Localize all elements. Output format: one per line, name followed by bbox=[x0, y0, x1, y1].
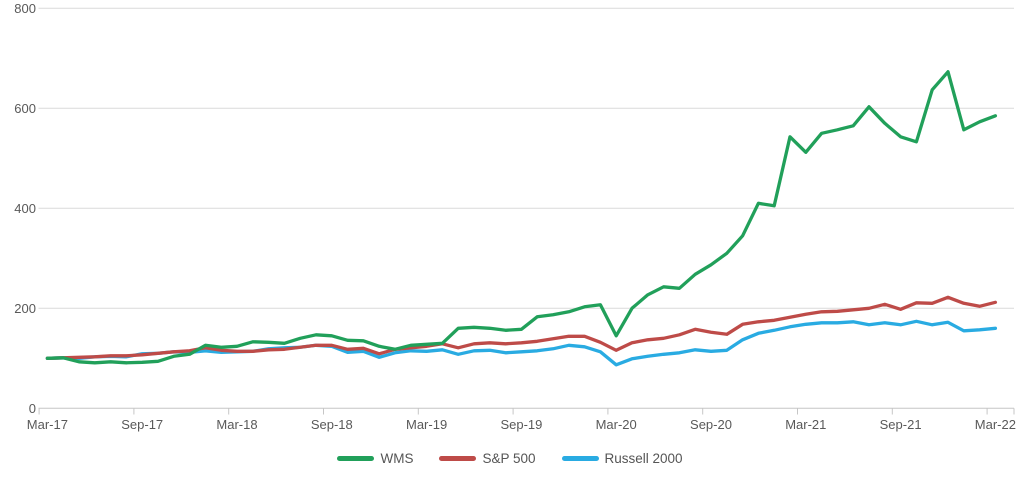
y-axis-tick-label: 600 bbox=[14, 101, 36, 116]
legend-item-russell2000: Russell 2000 bbox=[561, 450, 683, 466]
x-axis-tick-label: Sep-17 bbox=[121, 417, 163, 432]
x-axis-tick-label: Sep-21 bbox=[880, 417, 922, 432]
series-line-wms bbox=[45, 70, 998, 365]
y-axis-tick-label: 0 bbox=[29, 401, 36, 416]
chart-legend: WMS S&P 500 Russell 2000 bbox=[0, 444, 1020, 472]
wms-line-swatch bbox=[337, 455, 375, 461]
x-axis-tick-label: Mar-21 bbox=[785, 417, 826, 432]
russell2000-legend-label: Russell 2000 bbox=[604, 450, 683, 466]
x-axis-tick-label: Sep-18 bbox=[311, 417, 353, 432]
russell2000-line-swatch bbox=[561, 455, 599, 461]
y-axis-tick-label: 200 bbox=[14, 301, 36, 316]
sp500-legend-label: S&P 500 bbox=[482, 450, 536, 466]
sp500-line-swatch bbox=[439, 455, 477, 461]
y-axis-tick-label: 400 bbox=[14, 201, 36, 216]
x-axis-tick-label: Mar-22 bbox=[975, 417, 1016, 432]
legend-item-sp500: S&P 500 bbox=[439, 450, 536, 466]
legend-item-wms: WMS bbox=[337, 451, 413, 466]
y-axis-tick-label: 800 bbox=[14, 1, 36, 16]
x-axis-tick-label: Sep-19 bbox=[500, 417, 542, 432]
x-axis-tick-label: Sep-20 bbox=[690, 417, 732, 432]
x-axis-tick-label: Mar-19 bbox=[406, 417, 447, 432]
x-axis-tick-label: Mar-17 bbox=[27, 417, 68, 432]
x-axis-tick-label: Mar-20 bbox=[596, 417, 637, 432]
x-axis-tick-label: Mar-18 bbox=[216, 417, 257, 432]
series-line-s-p-500 bbox=[45, 295, 998, 360]
series-line-russell-2000 bbox=[45, 319, 998, 367]
wms-legend-label: WMS bbox=[380, 450, 414, 466]
